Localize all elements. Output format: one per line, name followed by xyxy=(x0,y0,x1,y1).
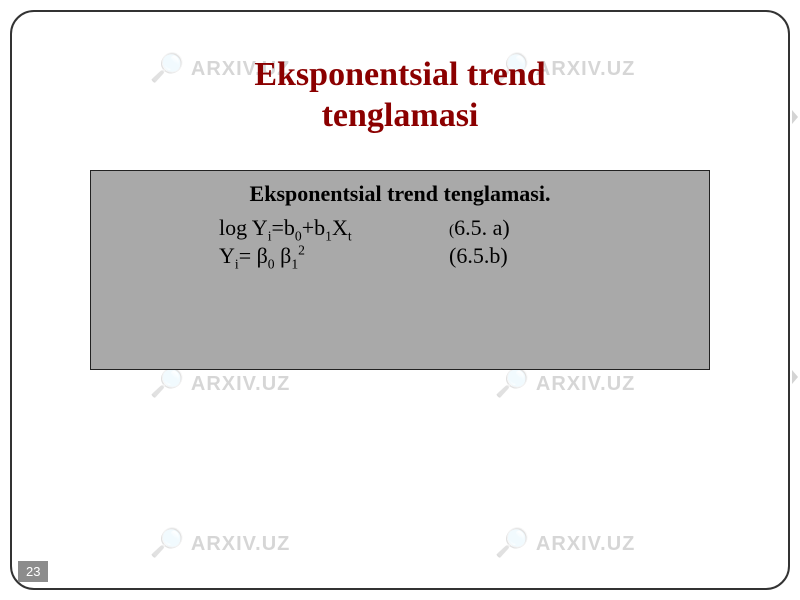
equation-1-lhs: log Yi=b0+b1Xt xyxy=(219,215,449,241)
equation-2-lhs: Yi= β0 β12 xyxy=(219,243,449,269)
eq-subscript: 0 xyxy=(295,228,302,243)
page-number: 23 xyxy=(18,561,48,582)
eq-text: =b xyxy=(271,215,294,240)
eq-subscript: 1 xyxy=(325,228,332,243)
scroll-marker-icon xyxy=(792,370,798,384)
eq-text: β xyxy=(275,243,292,268)
eq-text: +b xyxy=(302,215,325,240)
eq-text: Y xyxy=(219,243,235,268)
box-heading: Eksponentsial trend tenglamasi. xyxy=(109,181,691,207)
slide-title: Eksponentsial trend tenglamasi xyxy=(0,55,800,137)
eq-ref-text: 6.5. a) xyxy=(454,215,510,240)
eq-text: X xyxy=(332,215,348,240)
equation-row-1: log Yi=b0+b1Xt (6.5. a) xyxy=(219,215,691,241)
eq-text: = β xyxy=(239,243,268,268)
title-line-1: Eksponentsial trend xyxy=(254,56,545,93)
equation-1-ref: (6.5. a) xyxy=(449,215,510,241)
eq-subscript: 0 xyxy=(268,256,275,271)
eq-superscript: 2 xyxy=(298,243,305,258)
equation-2-ref: (6.5.b) xyxy=(449,243,508,269)
eq-subscript: 1 xyxy=(291,256,298,271)
equation-box: Eksponentsial trend tenglamasi. log Yi=b… xyxy=(90,170,710,370)
equation-row-2: Yi= β0 β12 (6.5.b) xyxy=(219,243,691,269)
title-line-2: tenglamasi xyxy=(322,97,479,134)
eq-text: log Y xyxy=(219,215,268,240)
eq-subscript: t xyxy=(348,228,352,243)
